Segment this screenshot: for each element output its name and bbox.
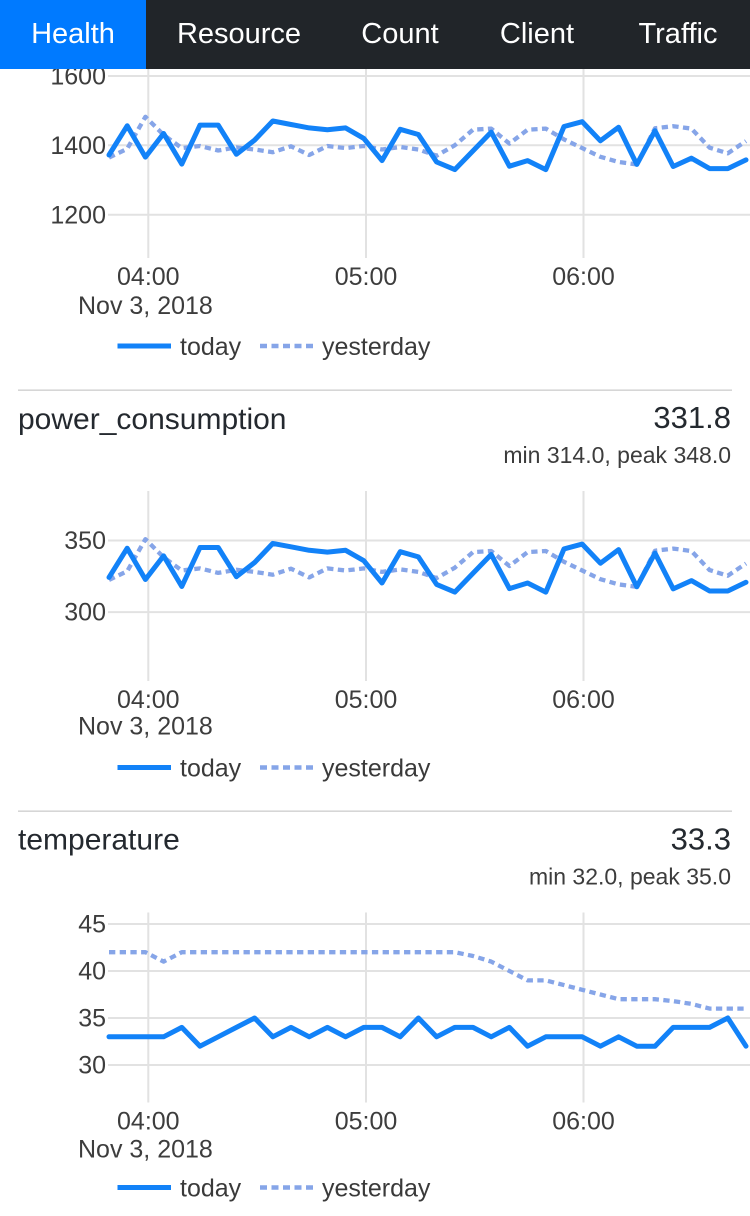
svg-text:06:00: 06:00 [552,1108,615,1136]
svg-text:Nov 3, 2018: Nov 3, 2018 [78,292,213,320]
svg-text:06:00: 06:00 [552,686,615,714]
svg-text:today: today [180,1175,242,1203]
svg-text:05:00: 05:00 [335,686,398,714]
svg-text:today: today [180,333,242,361]
svg-text:Nov 3, 2018: Nov 3, 2018 [78,713,213,741]
svg-text:40: 40 [78,958,106,986]
svg-text:yesterday: yesterday [322,333,431,361]
svg-text:temperature: temperature [18,824,180,857]
svg-text:power_consumption: power_consumption [18,403,287,436]
svg-text:331.8: 331.8 [653,400,731,435]
svg-text:04:00: 04:00 [117,1108,180,1136]
svg-text:Nov 3, 2018: Nov 3, 2018 [78,1136,213,1164]
svg-text:today: today [180,755,242,783]
svg-text:04:00: 04:00 [117,686,180,714]
svg-text:min 314.0, peak 348.0: min 314.0, peak 348.0 [503,442,731,468]
svg-text:300: 300 [64,599,106,627]
svg-text:yesterday: yesterday [322,1175,431,1203]
svg-text:1200: 1200 [50,201,106,229]
svg-text:05:00: 05:00 [335,1108,398,1136]
svg-text:06:00: 06:00 [552,263,615,291]
svg-text:350: 350 [64,527,106,555]
svg-text:05:00: 05:00 [335,263,398,291]
svg-text:1400: 1400 [50,132,106,160]
svg-text:yesterday: yesterday [322,755,431,783]
svg-text:04:00: 04:00 [117,263,180,291]
svg-text:min 32.0, peak 35.0: min 32.0, peak 35.0 [529,864,731,890]
svg-text:45: 45 [78,911,106,939]
svg-text:33.3: 33.3 [671,822,731,857]
svg-text:35: 35 [78,1005,106,1033]
svg-text:30: 30 [78,1052,106,1080]
